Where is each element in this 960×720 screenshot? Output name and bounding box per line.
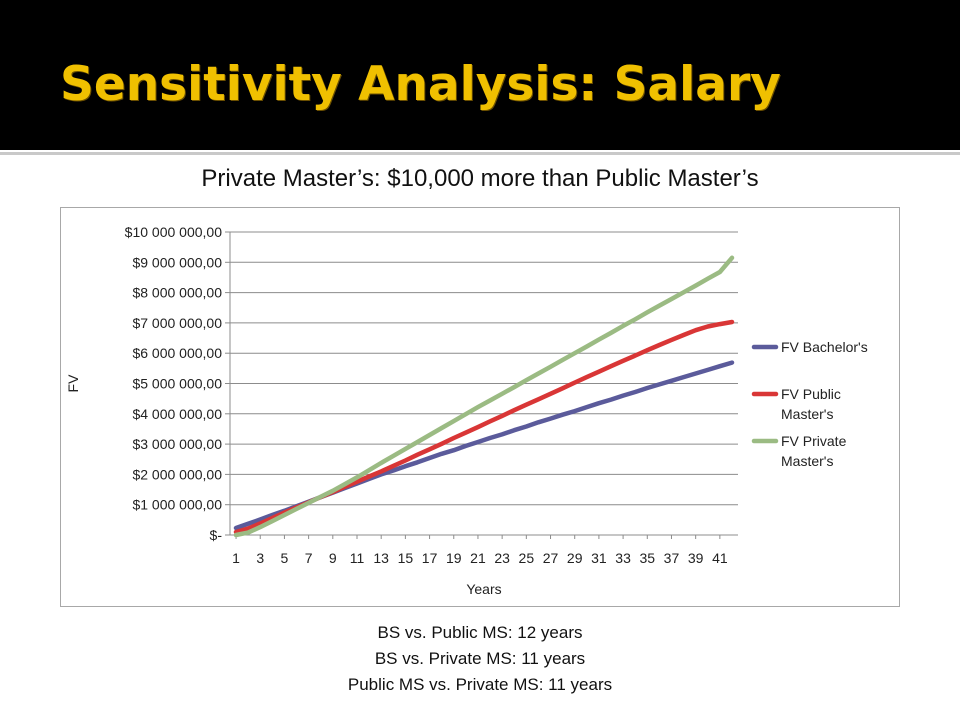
x-tick-label: 7 (305, 550, 313, 566)
x-tick-label: 35 (639, 550, 655, 566)
y-tick-label: $1 000 000,00 (132, 497, 222, 513)
x-tick-label: 25 (519, 550, 535, 566)
x-tick-label: 19 (446, 550, 462, 566)
legend-label: FV Private Master's (781, 433, 847, 469)
y-tick-label: $7 000 000,00 (132, 315, 222, 331)
x-tick-label: 5 (281, 550, 289, 566)
x-tick-label: 23 (494, 550, 510, 566)
series-line (233, 255, 735, 538)
x-tick-label: 13 (373, 550, 389, 566)
y-tick-label: $6 000 000,00 (132, 345, 222, 361)
note-public-vs-private: Public MS vs. Private MS: 11 years (347, 675, 613, 694)
x-tick-label: 9 (329, 550, 337, 566)
y-tick-label: $5 000 000,00 (132, 376, 222, 392)
y-tick-label: $2 000 000,00 (132, 466, 222, 482)
y-tick-label: $8 000 000,00 (132, 285, 222, 301)
slide-title: Sensitivity Analysis: Salary (60, 57, 781, 112)
x-tick-label: 29 (567, 550, 583, 566)
x-axis-title: Years (466, 581, 501, 597)
note-bs-vs-public: BS vs. Public MS: 12 years (377, 623, 583, 642)
x-tick-label: 15 (398, 550, 414, 566)
x-tick-label: 27 (543, 550, 559, 566)
y-tick-label: $9 000 000,00 (132, 254, 222, 270)
fv-line-chart: $- $1 000 000,00 $2 000 000,00 $3 000 000,0… (65, 224, 868, 597)
x-tick-label: 33 (615, 550, 631, 566)
x-tick-label: 11 (350, 550, 365, 566)
note-bs-vs-private: BS vs. Private MS: 11 years (374, 649, 586, 668)
title-band (0, 0, 960, 150)
x-tick-label: 31 (591, 550, 607, 566)
title-divider (0, 152, 960, 155)
x-tick-label: 21 (470, 550, 486, 566)
y-tick-label: $10 000 000,00 (125, 224, 223, 240)
x-tick-label: 39 (688, 550, 704, 566)
chart-subtitle: Private Master’s: $10,000 more than Publ… (201, 165, 759, 192)
y-tick-label: $- (210, 527, 223, 543)
x-tick-label: 3 (256, 550, 264, 566)
legend-label: FV Public Master's (781, 386, 841, 422)
comparison-notes: BS vs. Public MS: 12 years BS vs. Privat… (0, 620, 960, 698)
legend-label: FV Bachelor's (781, 339, 868, 355)
y-tick-label: $4 000 000,00 (132, 406, 222, 422)
x-tick-label: 37 (664, 550, 680, 566)
x-tick-label: 1 (232, 550, 240, 566)
y-tick-label: $3 000 000,00 (132, 436, 222, 452)
x-tick-label: 17 (422, 550, 438, 566)
y-axis-title: FV (65, 374, 81, 393)
x-tick-label: 41 (712, 550, 728, 566)
